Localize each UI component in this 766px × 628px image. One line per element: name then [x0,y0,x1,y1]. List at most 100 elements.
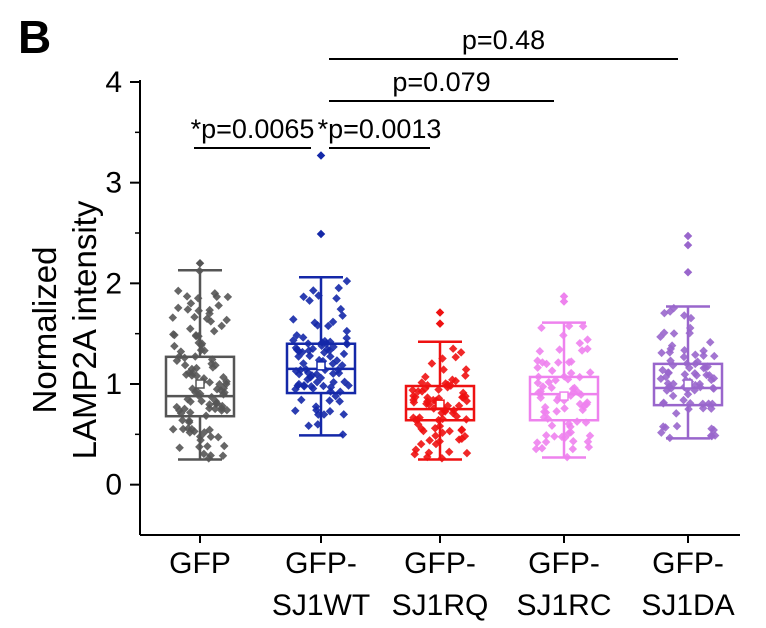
data-point [175,443,184,452]
data-point [663,379,673,388]
data-point [544,377,554,387]
data-point [222,315,231,325]
x-tick-label: GFP- [285,547,357,580]
data-point [656,332,665,342]
mean-marker [435,399,445,409]
data-point [531,444,541,454]
box-gfp-sj1rc [528,321,600,459]
data-point [564,419,574,429]
data-point [699,351,708,360]
data-point [184,416,194,425]
data-point [342,276,352,286]
data-point [173,286,183,296]
data-point [319,381,328,391]
data-point [532,438,542,447]
data-point [199,449,209,459]
data-point [566,428,575,437]
data-point [178,416,187,425]
data-point [187,364,197,374]
data-point [190,312,199,322]
data-point [537,444,547,453]
data-point [572,417,582,426]
data-point [444,447,454,457]
data-points-group [168,151,720,463]
data-point [671,409,681,418]
x-tick-label: SJ1RC [516,589,611,622]
data-point [324,321,333,331]
data-point [336,304,346,314]
data-point [203,442,212,451]
data-point [339,410,348,419]
data-point [538,358,547,367]
data-point [439,365,448,374]
data-point [672,421,682,431]
data-point [305,296,314,305]
data-point [170,330,179,340]
data-point [210,404,220,414]
data-point [552,407,561,416]
data-point [461,371,470,380]
data-point [334,368,344,378]
y-axis-label: NormalizedLAMP2A intensity [26,200,103,459]
data-point [291,406,300,416]
data-point [334,283,343,293]
data-point [541,437,551,447]
mean-marker [195,379,205,389]
data-point [218,451,228,461]
data-point [304,421,313,431]
x-tick-label: GFP- [404,547,476,580]
data-point [205,400,214,409]
data-point [303,368,313,377]
data-point [457,426,466,435]
data-point [339,349,349,359]
data-point [448,344,458,353]
data-point [325,396,334,405]
data-point [328,369,338,378]
data-point [173,303,183,313]
box-gfp-sj1rq [404,340,476,461]
data-point [308,344,318,354]
data-point [658,422,668,431]
outlier-point [435,319,445,328]
data-point [212,385,222,394]
data-point [568,444,578,454]
data-point [583,335,592,344]
data-point [323,344,332,354]
data-point [582,400,591,409]
data-point [180,360,190,370]
data-point [578,322,588,331]
x-tick-label: GFP- [652,547,724,580]
data-point [445,426,454,436]
data-point [206,432,216,441]
data-point [312,405,321,415]
data-point [299,359,308,368]
data-point [291,385,300,394]
data-point [294,352,303,361]
p-value-label: *p=0.0065 [191,114,315,144]
p-value-label: p=0.48 [462,25,545,55]
data-point [325,407,335,416]
data-point [307,382,316,391]
data-point [584,442,594,452]
data-point [669,379,678,389]
data-point [194,306,203,315]
data-point [186,397,195,406]
data-point [668,391,678,401]
data-point [183,424,193,433]
data-point [585,431,595,440]
outlier-point [683,268,693,277]
x-tick-label: GFP [169,547,231,580]
data-point [170,341,179,351]
data-point [575,338,585,348]
data-point [299,292,308,302]
data-point [292,345,302,355]
boxes-group [164,268,724,461]
data-point [666,344,676,354]
data-point [424,400,434,409]
data-point [192,371,202,381]
data-point [456,348,466,357]
data-point [707,375,716,385]
y-tick-label: 0 [105,469,122,502]
data-point [680,346,689,355]
data-point [417,378,427,387]
